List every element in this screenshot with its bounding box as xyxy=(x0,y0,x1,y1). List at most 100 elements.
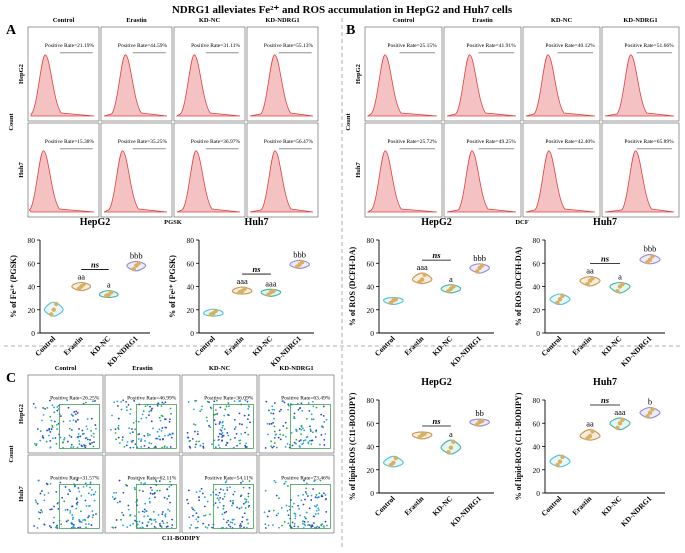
scatter-dot xyxy=(91,510,94,513)
scatter-dot xyxy=(154,518,157,521)
scatter-dot xyxy=(143,435,146,437)
scatter-dot xyxy=(196,526,199,529)
scatter-dot xyxy=(241,423,243,426)
flow-cell: Positive Rate=15.38% xyxy=(27,122,100,218)
scatter-dot xyxy=(140,438,143,441)
flow-cell: Positive Rate=31.11% xyxy=(173,26,246,122)
scatter-dot xyxy=(67,519,69,522)
scatter-dot xyxy=(299,439,302,442)
scatter-dot xyxy=(89,486,91,489)
positive-rate: Positive Rate=56.47% xyxy=(264,139,314,145)
scatter-dot xyxy=(63,437,66,439)
scatter-dot xyxy=(161,438,164,441)
scatter-dot xyxy=(44,407,46,410)
significance-label: aa xyxy=(77,271,85,281)
scatter-dot xyxy=(70,413,73,416)
scatter-dot xyxy=(79,526,82,529)
y-tick-label: 60 xyxy=(533,259,541,268)
scatter-dot xyxy=(273,479,276,482)
scatter-dot xyxy=(146,524,148,527)
scatter-dot xyxy=(76,446,79,449)
column-header: KD-NDRG1 xyxy=(623,17,657,24)
scatter-dot xyxy=(115,519,118,521)
scatter-dot xyxy=(238,423,241,425)
bracket-label: ns xyxy=(432,250,441,260)
scatter-dot xyxy=(223,414,226,417)
scatter-dot xyxy=(82,519,85,521)
scatter-dot xyxy=(241,520,243,523)
data-point xyxy=(590,276,595,281)
scatter-dot xyxy=(320,413,323,416)
data-point xyxy=(451,284,456,289)
scatter-dot xyxy=(169,446,172,448)
scatter-dot xyxy=(311,431,314,434)
scatter-dot xyxy=(145,416,148,419)
histogram-curve xyxy=(249,54,314,117)
scatter-dot xyxy=(53,406,55,409)
scatter-dot xyxy=(297,494,300,497)
scatter-dot xyxy=(190,523,193,526)
scatter-dot xyxy=(93,499,96,502)
scatter-dot xyxy=(229,500,232,502)
scatter-dot xyxy=(186,431,189,434)
scatter-dot xyxy=(144,482,147,485)
scatter-dot xyxy=(129,513,132,516)
scatter-dot xyxy=(286,442,289,445)
scatter-dot xyxy=(169,433,172,436)
flow-cell: Positive Rate=41.91% xyxy=(443,26,522,122)
scatter-dot xyxy=(59,481,62,484)
scatter-dot xyxy=(242,502,245,505)
positive-rate: Positive Rate=62.11% xyxy=(127,476,176,482)
data-point xyxy=(81,281,86,287)
flow-panel-B: B Control Erastin KD-NC KD-NDRG1 HepG2 Huh7 Cou… xyxy=(345,17,680,226)
scatter-dot xyxy=(293,412,296,415)
scatter-dot xyxy=(71,518,74,521)
significance-label: bbb xyxy=(644,244,657,254)
scatter-dot xyxy=(320,425,323,428)
scatter-dot xyxy=(142,410,145,413)
scatter-dot xyxy=(84,482,87,485)
scatter-dot xyxy=(192,408,195,411)
flow-cell-frame xyxy=(181,454,258,534)
scatter-dot xyxy=(270,412,273,415)
scatter-dot xyxy=(314,436,317,438)
scatter-dot xyxy=(144,405,147,408)
scatter-dot xyxy=(166,446,168,449)
scatter-dot xyxy=(309,428,312,431)
scatter-dot xyxy=(38,479,40,482)
column-header: Erastin xyxy=(126,17,147,24)
chart-title: HepG2 xyxy=(421,217,452,228)
scatter-dot xyxy=(170,412,172,415)
scatter-dot xyxy=(56,428,59,431)
scatter-dot xyxy=(51,404,54,407)
scatter-dot xyxy=(42,406,45,409)
scatter-dot xyxy=(191,437,194,440)
scatter-dot xyxy=(78,440,81,442)
scatter-dot xyxy=(146,432,149,435)
scatter-dot xyxy=(188,516,191,519)
scatter-dot xyxy=(198,440,200,443)
scatter-dot xyxy=(84,499,87,502)
scatter-dot xyxy=(79,510,82,513)
scatter-dot xyxy=(226,432,229,434)
scatter-dot xyxy=(82,485,85,488)
scatter-dot xyxy=(233,400,236,403)
scatter-dot xyxy=(300,499,303,502)
scatter-dot xyxy=(154,479,157,482)
scatter-dot xyxy=(154,496,156,499)
scatter-dot xyxy=(223,511,226,514)
scatter-dot xyxy=(286,509,289,512)
scatter-dot xyxy=(111,414,113,417)
flow-cell: Positive Rate=21.19% xyxy=(27,26,100,122)
scatter-dot xyxy=(279,433,282,436)
scatter-dot xyxy=(199,490,201,493)
y-axis-label: % of Fe²⁺ (PGSK) xyxy=(168,255,177,318)
scatter-dot xyxy=(310,525,313,528)
scatter-dot xyxy=(164,513,167,516)
scatter-dot xyxy=(50,419,53,422)
scatter-dot xyxy=(114,526,117,529)
scatter-dot xyxy=(198,496,200,498)
scatter-dot xyxy=(195,440,198,443)
scatter-dot xyxy=(122,524,124,527)
y-tick-label: 80 xyxy=(533,396,541,405)
